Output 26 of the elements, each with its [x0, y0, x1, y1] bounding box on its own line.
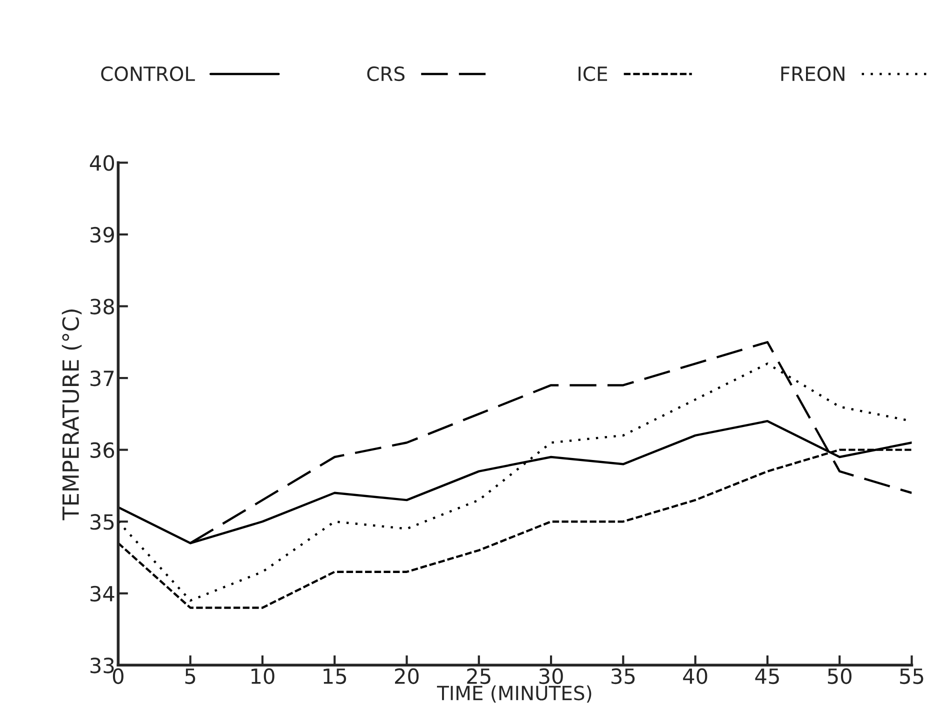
x-tick-label: 30 — [539, 668, 563, 684]
x-axis-title: TIME (MINUTES) — [436, 685, 592, 703]
y-tick-label: 40 — [90, 155, 114, 171]
x-tick-label: 20 — [395, 668, 419, 684]
legend-label: CONTROL — [101, 66, 195, 82]
x-tick-label: 40 — [683, 668, 708, 684]
y-tick-label: 39 — [90, 226, 114, 243]
x-tick-label: 15 — [324, 668, 346, 684]
x-tick-label: 45 — [755, 668, 779, 684]
y-tick-label: 34 — [90, 586, 114, 602]
y-tick-label: 35 — [90, 514, 114, 530]
y-axis-title: TEMPERATURE (°C) — [62, 310, 82, 520]
x-tick-label: 0 — [112, 668, 124, 684]
x-tick-label: 55 — [900, 668, 924, 684]
x-tick-label: 50 — [828, 668, 852, 684]
y-tick-label: 37 — [90, 370, 114, 386]
legend-label: CRS — [367, 66, 404, 82]
y-tick-label: 33 — [90, 658, 114, 674]
x-tick-label: 35 — [612, 668, 635, 684]
legend-label: FREON — [781, 66, 844, 82]
y-tick-label: 36 — [90, 442, 114, 458]
x-tick-label: 10 — [252, 668, 274, 684]
legend-label: ICE — [578, 66, 608, 82]
x-tick-label: 25 — [467, 668, 490, 684]
y-tick-label: 38 — [90, 298, 114, 314]
x-tick-label: 5 — [185, 668, 196, 684]
